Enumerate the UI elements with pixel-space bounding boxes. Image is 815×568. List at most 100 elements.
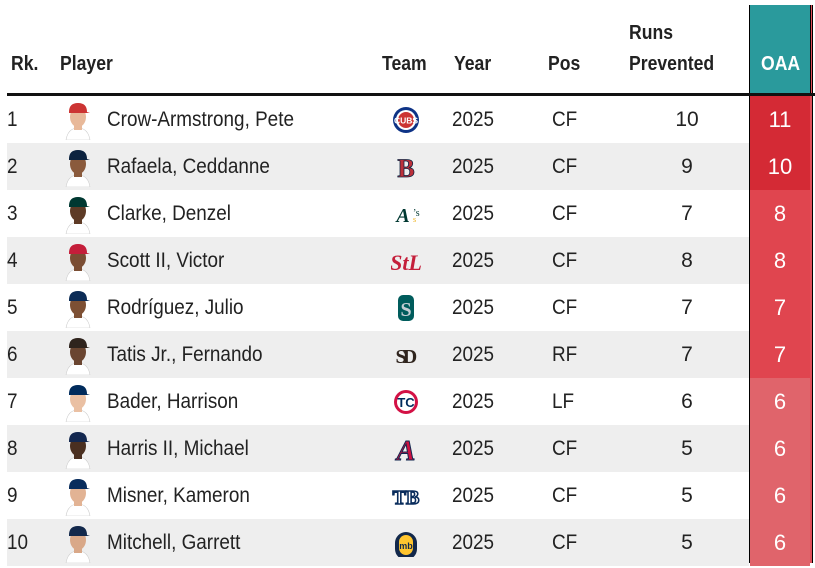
year-cell: 2025 (452, 96, 499, 143)
runs-prevented-cell: 9 (681, 155, 693, 178)
oaa-cell: 10 (750, 143, 810, 190)
position-text: CF (552, 484, 578, 507)
player-headshot[interactable] (63, 147, 93, 188)
brewers-logo-icon[interactable]: mb (391, 529, 421, 560)
rank-text: 7 (7, 390, 18, 413)
header-oaa[interactable]: OAA (761, 53, 801, 75)
twins-logo-icon[interactable]: TC (391, 388, 421, 416)
player-name-cell[interactable]: Rafaela, Ceddanne (107, 143, 288, 190)
header-runs-prevented-line2[interactable]: Prevented (629, 53, 715, 75)
header-runs-prevented-line1[interactable]: Runs (629, 22, 673, 44)
rays-logo-icon[interactable]: TB (391, 482, 421, 510)
year-cell: 2025 (452, 284, 499, 331)
player-headshot[interactable] (63, 100, 93, 141)
player-name-cell[interactable]: Mitchell, Garrett (107, 519, 255, 566)
mariners-logo-icon[interactable]: S (391, 294, 421, 322)
player-name-link[interactable]: Harris II, Michael (107, 437, 249, 460)
table-row[interactable]: 7 Bader, Harrison TC 2025 LF 6 (7, 378, 749, 425)
player-name-link[interactable]: Scott II, Victor (107, 249, 225, 272)
player-name-cell[interactable]: Misner, Kameron (107, 472, 266, 519)
player-name-link[interactable]: Tatis Jr., Fernando (107, 343, 263, 366)
rank-text: 8 (7, 437, 18, 460)
player-name-cell[interactable]: Crow-Armstrong, Pete (107, 96, 315, 143)
player-name-link[interactable]: Mitchell, Garrett (107, 531, 241, 554)
player-headshot[interactable] (63, 194, 93, 235)
svg-text:S: S (400, 299, 411, 321)
table-row[interactable]: 5 Rodríguez, Julio S 2025 CF 7 (7, 284, 749, 331)
header-rank[interactable]: Rk. (11, 53, 39, 75)
table-row[interactable]: 1 Crow-Armstrong, Pete CUBS 2025 CF 10 (7, 96, 749, 143)
header-player[interactable]: Player (60, 53, 113, 75)
rank-text: 3 (7, 202, 18, 225)
player-name-cell[interactable]: Rodríguez, Julio (107, 284, 259, 331)
position-text: CF (552, 155, 578, 178)
braves-logo-icon[interactable]: A (391, 435, 421, 468)
svg-text:s: s (413, 215, 416, 224)
player-headshot[interactable] (63, 335, 93, 376)
table-row[interactable]: 9 Misner, Kameron TB 2025 CF 5 (7, 472, 749, 519)
player-name-link[interactable]: Bader, Harrison (107, 390, 239, 413)
rank-cell: 3 (7, 190, 19, 237)
table-row[interactable]: 8 Harris II, Michael A 2025 CF 5 (7, 425, 749, 472)
year-text: 2025 (452, 202, 495, 225)
year-text: 2025 (452, 155, 495, 178)
player-headshot[interactable] (63, 523, 93, 564)
player-name-cell[interactable]: Bader, Harrison (107, 378, 253, 425)
position-cell: CF (552, 284, 580, 331)
header-team[interactable]: Team (382, 53, 427, 75)
rank-cell: 6 (7, 331, 19, 378)
position-text: LF (552, 390, 575, 413)
player-headshot[interactable] (63, 429, 93, 470)
table-row[interactable]: 10 Mitchell, Garrett mb 2025 CF 5 (7, 519, 749, 566)
year-text: 2025 (452, 249, 495, 272)
player-headshot[interactable] (63, 241, 93, 282)
runs-prevented-cell: 7 (681, 296, 693, 319)
player-name-cell[interactable]: Harris II, Michael (107, 425, 265, 472)
player-headshot[interactable] (63, 382, 93, 423)
table-row[interactable]: 3 Clarke, Denzel A ’s s 2025 CF 7 (7, 190, 749, 237)
header-year[interactable]: Year (454, 53, 492, 75)
oaa-cell: 11 (750, 96, 810, 143)
rank-text: 10 (7, 531, 29, 554)
position-text: RF (552, 343, 578, 366)
year-cell: 2025 (452, 143, 499, 190)
rank-cell: 2 (7, 143, 19, 190)
year-text: 2025 (452, 296, 495, 319)
player-headshot[interactable] (63, 476, 93, 517)
year-text: 2025 (452, 484, 495, 507)
rank-cell: 9 (7, 472, 19, 519)
table-row[interactable]: 2 Rafaela, Ceddanne B 2025 CF 9 (7, 143, 749, 190)
athletics-logo-icon[interactable]: A ’s s (391, 200, 421, 228)
cardinals-logo-icon[interactable]: StL (390, 247, 422, 275)
rank-text: 9 (7, 484, 18, 507)
oaa-header-cell[interactable] (749, 5, 811, 93)
svg-text:CUBS: CUBS (394, 116, 418, 126)
header-pos[interactable]: Pos (548, 53, 581, 75)
player-headshot[interactable] (63, 288, 93, 329)
player-name-link[interactable]: Crow-Armstrong, Pete (107, 108, 294, 131)
year-cell: 2025 (452, 331, 499, 378)
player-name-cell[interactable]: Scott II, Victor (107, 237, 237, 284)
position-cell: CF (552, 143, 580, 190)
cubs-logo-icon[interactable]: CUBS (391, 106, 421, 134)
red-sox-logo-icon[interactable]: B (391, 153, 421, 184)
player-name-cell[interactable]: Clarke, Denzel (107, 190, 245, 237)
player-name-link[interactable]: Clarke, Denzel (107, 202, 231, 225)
oaa-cell: 7 (750, 331, 810, 378)
position-text: CF (552, 296, 578, 319)
position-cell: CF (552, 472, 580, 519)
table-row[interactable]: 4 Scott II, Victor StL 2025 CF 8 (7, 237, 749, 284)
position-cell: CF (552, 96, 580, 143)
player-name-link[interactable]: Rafaela, Ceddanne (107, 155, 270, 178)
table-row[interactable]: 6 Tatis Jr., Fernando S D 2025 RF 7 (7, 331, 749, 378)
position-cell: LF (552, 378, 577, 425)
svg-text:A: A (394, 205, 409, 227)
position-cell: RF (552, 331, 580, 378)
rank-cell: 5 (7, 284, 19, 331)
player-name-link[interactable]: Misner, Kameron (107, 484, 250, 507)
year-text: 2025 (452, 390, 495, 413)
player-name-cell[interactable]: Tatis Jr., Fernando (107, 331, 280, 378)
player-name-link[interactable]: Rodríguez, Julio (107, 296, 244, 319)
position-text: CF (552, 437, 578, 460)
